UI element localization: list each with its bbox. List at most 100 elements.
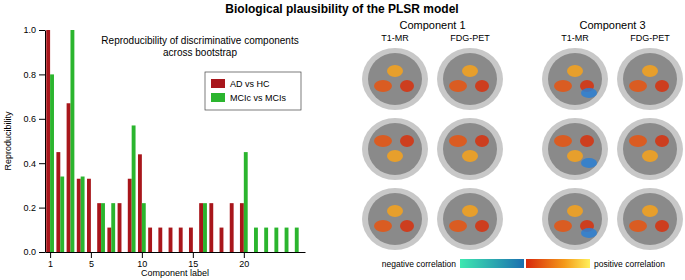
brain-tissue	[548, 123, 602, 175]
colorbar-positive	[526, 259, 590, 268]
bar	[183, 252, 187, 253]
brain-outline	[437, 188, 503, 250]
activation-blob	[655, 220, 669, 232]
brain-outline	[617, 188, 683, 250]
activation-blob	[374, 80, 392, 92]
colorbar-negative-label: negative correlation	[382, 259, 456, 269]
legend: AD vs HCMCIc vs MCIs	[205, 72, 301, 110]
bar	[132, 125, 136, 252]
x-tick: 5	[89, 252, 94, 269]
activation-blob	[449, 220, 467, 232]
bar	[234, 252, 238, 253]
activation-blob	[387, 150, 403, 162]
brain-outline	[542, 118, 608, 180]
x-tick-mark	[142, 252, 143, 258]
bar	[121, 252, 125, 253]
bar	[285, 228, 289, 252]
bar	[87, 179, 91, 252]
x-tick: 15	[188, 252, 198, 269]
bar	[260, 252, 264, 253]
bar	[254, 228, 258, 252]
bar	[118, 203, 122, 252]
y-tick: 0.4	[23, 159, 45, 169]
negative-blob	[581, 228, 597, 238]
brain-slice	[362, 48, 428, 110]
column-label: FDG-PET	[630, 33, 670, 43]
bar	[138, 154, 142, 252]
bar	[56, 152, 60, 252]
bars	[46, 30, 298, 252]
figure-title: Biological plausibility of the PLSR mode…	[225, 2, 458, 16]
y-tick: 1.0	[23, 25, 45, 35]
y-axis-title: Reproducibility	[3, 111, 13, 171]
column-label: T1-MR	[561, 33, 589, 43]
activation-blob	[462, 150, 478, 162]
bar	[158, 228, 162, 252]
brain-outline	[437, 118, 503, 180]
activation-blob	[567, 65, 583, 77]
activation-blob	[462, 65, 478, 77]
legend-label: MCIc vs MCIs	[230, 93, 286, 103]
activation-blob	[629, 80, 647, 92]
activation-blob	[629, 135, 647, 147]
bar	[291, 252, 295, 253]
brain-slice	[437, 188, 503, 250]
bar	[152, 252, 156, 253]
brain-outline	[617, 118, 683, 180]
y-tick-label: 0.6	[23, 114, 36, 124]
bar	[274, 228, 278, 252]
activation-blob	[580, 135, 594, 147]
bar	[213, 252, 217, 253]
bar	[295, 228, 299, 252]
activation-blob	[655, 135, 669, 147]
brain-outline	[362, 188, 428, 250]
bar	[107, 228, 111, 252]
brain-outline	[362, 48, 428, 110]
bar	[128, 179, 132, 252]
brain-slice	[617, 118, 683, 180]
bar	[193, 252, 197, 253]
activation-blob	[655, 80, 669, 92]
brain-slice	[542, 48, 608, 110]
activation-blob	[374, 220, 392, 232]
brain-slice	[617, 48, 683, 110]
brain-outline	[542, 48, 608, 110]
bar	[97, 203, 101, 252]
x-tick-mark	[91, 252, 92, 258]
brain-tissue	[548, 193, 602, 245]
y-axis-line	[45, 31, 46, 253]
panel-title: Component 3	[579, 19, 645, 31]
brain-tissue	[548, 53, 602, 105]
brain-tissue	[443, 53, 497, 105]
y-tick-mark	[39, 119, 45, 120]
activation-blob	[449, 80, 467, 92]
legend-swatch	[211, 79, 225, 88]
x-tick-label: 5	[89, 259, 94, 269]
y-tick-label: 0.8	[23, 70, 36, 80]
bar	[223, 252, 227, 253]
brain-slice	[362, 118, 428, 180]
bar	[244, 152, 248, 252]
column-label: T1-MR	[381, 33, 409, 43]
activation-blob	[567, 205, 583, 217]
x-axis: 15101520	[46, 252, 306, 269]
activation-blob	[642, 65, 658, 77]
y-tick: 0.0	[23, 247, 45, 257]
brain-tissue	[623, 53, 677, 105]
y-tick-mark	[39, 163, 45, 164]
bar	[264, 228, 268, 252]
x-axis-title: Component label	[141, 268, 209, 278]
activation-blob	[554, 220, 572, 232]
brain-outline	[542, 188, 608, 250]
brain-tissue	[368, 123, 422, 175]
activation-blob	[642, 205, 658, 217]
legend-box	[205, 72, 301, 110]
x-axis-line	[46, 252, 306, 253]
y-tick-label: 1.0	[23, 25, 36, 35]
bar	[209, 203, 213, 252]
bar	[271, 252, 275, 253]
column-label: FDG-PET	[450, 33, 490, 43]
brain-outline	[437, 48, 503, 110]
activation-blob	[567, 150, 583, 162]
bar	[70, 30, 74, 252]
